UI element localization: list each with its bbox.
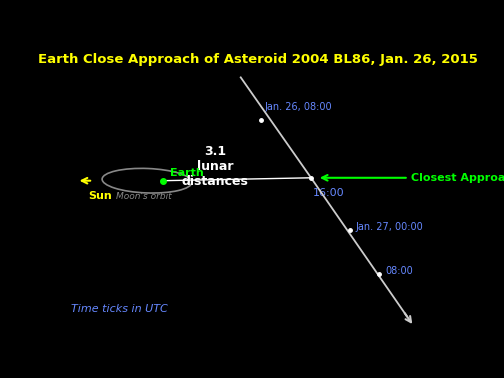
Text: Earth Close Approach of Asteroid 2004 BL86, Jan. 26, 2015: Earth Close Approach of Asteroid 2004 BL…	[38, 53, 478, 66]
Text: Jan. 26, 08:00: Jan. 26, 08:00	[265, 102, 333, 112]
Text: 16:00: 16:00	[313, 188, 345, 198]
Text: Sun: Sun	[88, 191, 112, 201]
Text: Time ticks in UTC: Time ticks in UTC	[71, 304, 168, 314]
Text: Earth: Earth	[170, 168, 204, 178]
Text: Moon's orbit: Moon's orbit	[116, 192, 171, 201]
Text: Closest Approach: Closest Approach	[411, 173, 504, 183]
Text: Jan. 27, 00:00: Jan. 27, 00:00	[356, 222, 424, 232]
Text: 08:00: 08:00	[385, 266, 413, 276]
Text: 3.1
lunar
distances: 3.1 lunar distances	[182, 145, 249, 187]
